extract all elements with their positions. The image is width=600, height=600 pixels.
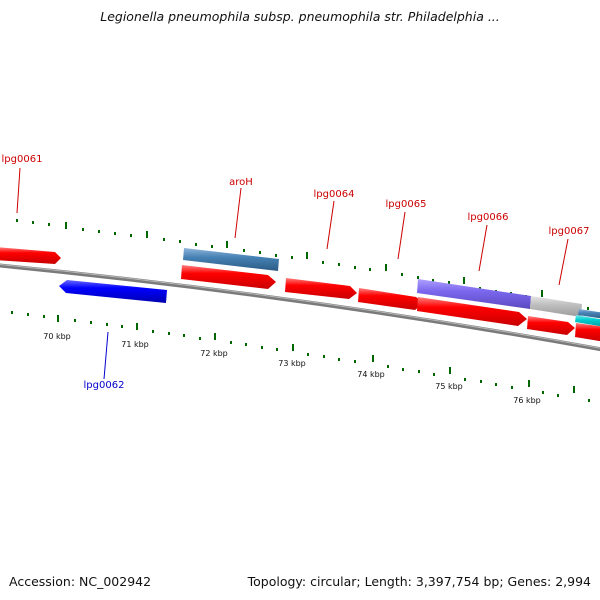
feature-steel-edge[interactable] xyxy=(578,309,600,319)
gene-arrow-lpg0067[interactable] xyxy=(527,316,575,335)
gene-label-lpg0061[interactable]: lpg0061 xyxy=(2,154,43,165)
gene-arrow-lpg0067-next[interactable] xyxy=(575,323,600,342)
feature-aroH[interactable] xyxy=(183,248,279,271)
feature-gray-segment[interactable] xyxy=(530,296,582,317)
gene-label-lpg0062[interactable]: lpg0062 xyxy=(84,380,125,391)
gene-label-lpg0064[interactable]: lpg0064 xyxy=(314,189,355,200)
gene-arrow-lpg0065[interactable] xyxy=(358,288,424,310)
gene-arrow-lpg0062[interactable] xyxy=(59,280,167,303)
gene-arrow-lpg0061[interactable] xyxy=(0,247,61,264)
scale-label-74kbp: 74 kbp xyxy=(357,370,385,379)
gene-label-lpg0067[interactable]: lpg0067 xyxy=(549,226,590,237)
gene-label-lpg0066[interactable]: lpg0066 xyxy=(468,212,509,223)
scale-label-70kbp: 70 kbp xyxy=(43,332,71,341)
genome-summary-text: Topology: circular; Length: 3,397,754 bp… xyxy=(247,574,591,589)
scale-label-76kbp: 76 kbp xyxy=(513,396,541,405)
feature-lpg0067[interactable] xyxy=(575,315,600,327)
feature-lpg0066[interactable] xyxy=(417,279,531,309)
lower-tick-row xyxy=(11,311,590,402)
scale-label-72kbp: 72 kbp xyxy=(200,349,228,358)
label-leaders xyxy=(16,167,569,380)
gene-arrow-lpg0064[interactable] xyxy=(285,278,357,299)
accession-text: Accession: NC_002942 xyxy=(9,574,152,589)
genome-backbone xyxy=(0,263,600,352)
map-title: Legionella pneumophila subsp. pneumophil… xyxy=(100,9,500,24)
scale-label-73kbp: 73 kbp xyxy=(278,359,306,368)
scale-label-75kbp: 75 kbp xyxy=(435,382,463,391)
gene-arrow-aroH[interactable] xyxy=(181,265,276,289)
gene-label-lpg0065[interactable]: lpg0065 xyxy=(386,199,427,210)
gene-label-aroH[interactable]: aroH xyxy=(229,177,253,188)
scale-label-71kbp: 71 kbp xyxy=(121,340,149,349)
gene-arrow-lpg0066[interactable] xyxy=(417,297,527,326)
